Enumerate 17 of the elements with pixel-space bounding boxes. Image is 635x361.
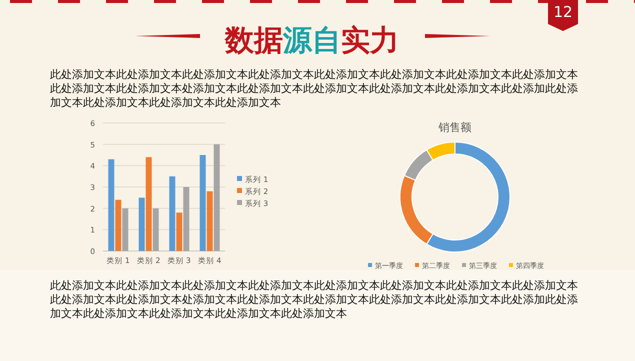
bar — [169, 176, 176, 251]
bar — [152, 208, 159, 251]
bar — [206, 191, 213, 251]
text: 数据源自实力 — [224, 23, 399, 57]
text: 此处添加文本此处添加文本此处添加文本此处添加文本此处添加文本此处添加文本此处添加文本此处添加文本此处添加文本此处添加文本处添加文本此处添加文本此处添加文本此处添加文本此处添加文本此处添加此处添加文本此处添加文本此处添加文本此处添加文本此处添加文本 — [50, 279, 579, 321]
bar — [200, 155, 206, 251]
text: 此处添加文本此处添加文本此处添加文本此处添加文本此处添加文本此处添加文本此处添加文本此处添加文本此处添加文本此处添加文本处添加文本此处添加文本此处添加文本此处添加文本此处添加文本此处添加此处添加文本此处添加文本此处添加文本此处添加文本 — [50, 68, 579, 110]
bar — [115, 200, 122, 251]
bar — [183, 187, 190, 251]
chart-title: 销售额 — [438, 121, 472, 134]
bar — [122, 208, 128, 251]
text: 12 — [553, 3, 573, 21]
bar — [146, 157, 152, 251]
bar — [214, 144, 220, 251]
bar — [176, 212, 182, 251]
bar — [108, 159, 114, 251]
bar — [138, 198, 145, 251]
